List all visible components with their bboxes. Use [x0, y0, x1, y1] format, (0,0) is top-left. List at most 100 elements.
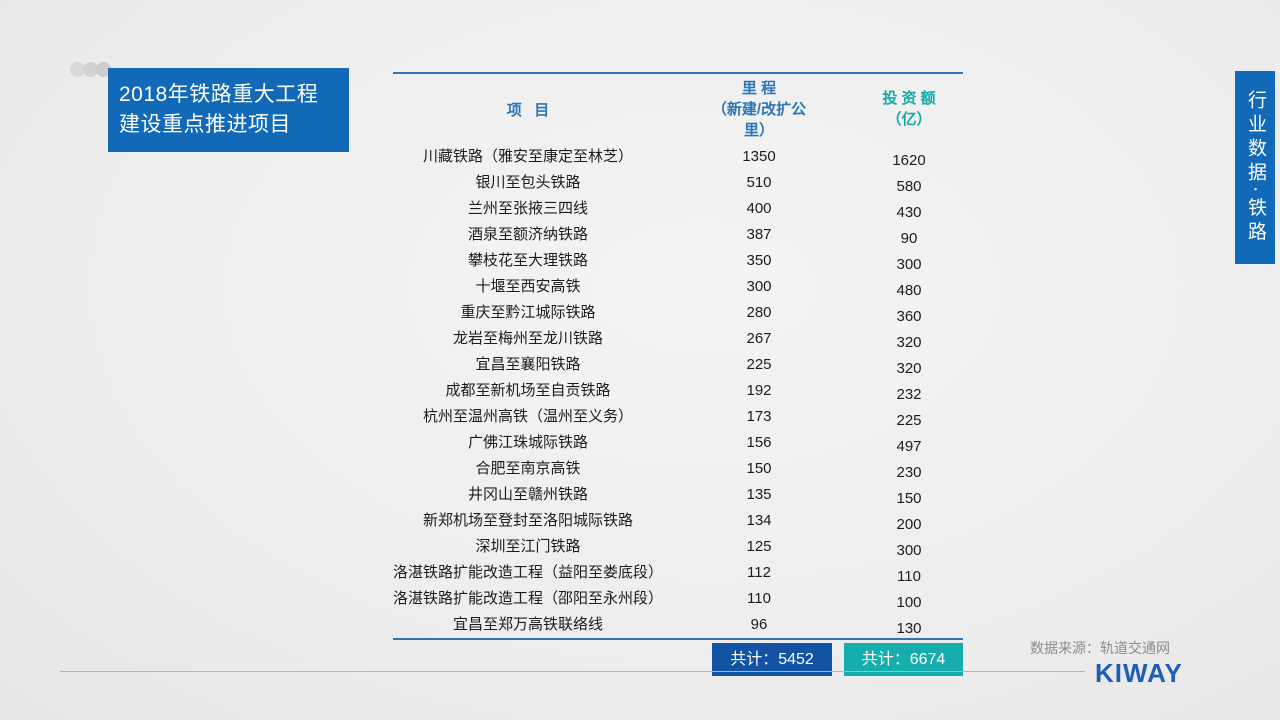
project-name: 攀枝花至大理铁路 — [467, 252, 588, 269]
investment-value: 300 — [896, 542, 922, 559]
mileage-value: 112 — [747, 564, 771, 581]
project-name: 宜昌至襄阳铁路 — [475, 356, 581, 373]
mileage-value: 150 — [746, 460, 772, 477]
mileage-value: 267 — [746, 330, 772, 347]
project-name: 十堰至西安高铁 — [475, 278, 581, 295]
data-source-note: 数据来源：轨道交通网 — [1030, 640, 1170, 656]
table-row: 重庆至黔江城际铁路 280 360 — [393, 300, 963, 326]
investment-value: 320 — [896, 360, 922, 377]
table-row: 广佛江珠城际铁路 156 497 — [393, 430, 963, 456]
investment-value: 130 — [896, 620, 922, 637]
investment-value: 320 — [896, 334, 922, 351]
table-row: 银川至包头铁路 510 580 — [393, 170, 963, 196]
mileage-value: 135 — [746, 486, 772, 503]
table-row: 洛湛铁路扩能改造工程（邵阳至永州段） 110 100 — [393, 586, 963, 612]
mileage-value: 225 — [746, 356, 772, 373]
table-row: 井冈山至赣州铁路 135 150 — [393, 482, 963, 508]
mileage-value: 156 — [746, 434, 772, 451]
projects-table: 项 目 里 程 （新建/改扩公 里） 投 资 额 （亿） 川藏铁路（雅安至康定至… — [393, 72, 963, 676]
investment-value: 480 — [896, 282, 922, 299]
table-row: 兰州至张掖三四线 400 430 — [393, 196, 963, 222]
table-top-rule — [393, 72, 963, 74]
investment-value: 300 — [896, 256, 922, 273]
investment-value: 232 — [896, 386, 922, 403]
table-row: 洛湛铁路扩能改造工程（益阳至娄底段） 112 110 — [393, 560, 963, 586]
header-mileage: 里 程 （新建/改扩公 里） — [711, 79, 807, 139]
project-name: 银川至包头铁路 — [475, 174, 581, 191]
slide-title: 2018年铁路重大工程 建设重点推进项目 — [108, 68, 349, 152]
mileage-value: 350 — [746, 252, 772, 269]
kiway-logo: KIWAY — [1095, 658, 1183, 688]
project-name: 成都至新机场至自贡铁路 — [445, 382, 611, 399]
table-row: 宜昌至襄阳铁路 225 320 — [393, 352, 963, 378]
side-tab-industry-data: 行业数据·铁路 — [1235, 71, 1275, 264]
mileage-value: 134 — [746, 512, 772, 529]
mileage-value: 387 — [746, 226, 772, 243]
dot-icon — [70, 62, 85, 77]
mileage-value: 110 — [747, 590, 771, 607]
slide-title-line1: 2018年铁路重大工程 — [119, 83, 319, 106]
table-header-row: 项 目 里 程 （新建/改扩公 里） 投 资 额 （亿） — [393, 74, 963, 144]
table-row: 宜昌至郑万高铁联络线 96 130 — [393, 612, 963, 638]
table-row: 成都至新机场至自贡铁路 192 232 — [393, 378, 963, 404]
table-row: 攀枝花至大理铁路 350 300 — [393, 248, 963, 274]
project-name: 川藏铁路（雅安至康定至林芝） — [422, 148, 633, 165]
mileage-value: 300 — [746, 278, 772, 295]
project-name: 洛湛铁路扩能改造工程（邵阳至永州段） — [393, 590, 664, 607]
mileage-value: 400 — [746, 200, 772, 217]
project-name: 洛湛铁路扩能改造工程（益阳至娄底段） — [393, 564, 664, 581]
investment-value: 200 — [896, 516, 922, 533]
investment-value: 1620 — [892, 152, 926, 169]
table-row: 川藏铁路（雅安至康定至林芝） 1350 1620 — [393, 144, 963, 170]
slide-title-line2: 建设重点推进项目 — [119, 113, 291, 136]
project-name: 广佛江珠城际铁路 — [467, 434, 588, 451]
investment-value: 360 — [896, 308, 922, 325]
mileage-value: 125 — [746, 538, 772, 555]
table-row: 深圳至江门铁路 125 300 — [393, 534, 963, 560]
project-name: 深圳至江门铁路 — [475, 538, 581, 555]
investment-value: 225 — [896, 412, 922, 429]
table-bottom-rule — [393, 638, 963, 640]
table-row: 龙岩至梅州至龙川铁路 267 320 — [393, 326, 963, 352]
investment-value: 90 — [900, 230, 918, 247]
table-row: 酒泉至额济纳铁路 387 90 — [393, 222, 963, 248]
totals-row: 共计：5452 共计：6674 — [393, 643, 963, 676]
table-row: 合肥至南京高铁 150 230 — [393, 456, 963, 482]
investment-value: 430 — [896, 204, 922, 221]
investment-value: 150 — [896, 490, 922, 507]
table-row: 新郑机场至登封至洛阳城际铁路 134 200 — [393, 508, 963, 534]
investment-value: 497 — [896, 438, 922, 455]
project-name: 合肥至南京高铁 — [475, 460, 581, 477]
mileage-value: 510 — [746, 174, 772, 191]
dot-icon — [96, 62, 111, 77]
investment-value: 110 — [897, 568, 921, 585]
header-project: 项 目 — [506, 101, 550, 119]
total-mileage-badge: 共计：5452 — [712, 643, 832, 676]
dot-icon — [83, 62, 98, 77]
project-name: 龙岩至梅州至龙川铁路 — [452, 330, 603, 347]
side-tab-label: 行业数据·铁路 — [1245, 89, 1266, 246]
project-name: 新郑机场至登封至洛阳城际铁路 — [422, 512, 633, 529]
table-body: 川藏铁路（雅安至康定至林芝） 1350 1620 银川至包头铁路 510 580 兰州至张掖… — [393, 144, 963, 638]
mileage-value: 1350 — [742, 148, 776, 165]
project-name: 重庆至黔江城际铁路 — [460, 304, 596, 321]
total-investment-badge: 共计：6674 — [844, 643, 963, 676]
table-row: 杭州至温州高铁（温州至义务） 173 225 — [393, 404, 963, 430]
project-name: 井冈山至赣州铁路 — [467, 486, 588, 503]
project-name: 酒泉至额济纳铁路 — [467, 226, 588, 243]
decorative-dots — [70, 62, 111, 77]
project-name: 杭州至温州高铁（温州至义务） — [422, 408, 633, 425]
investment-value: 580 — [896, 178, 922, 195]
mileage-value: 96 — [750, 616, 768, 633]
mileage-value: 280 — [746, 304, 772, 321]
investment-value: 230 — [896, 464, 922, 481]
project-name: 兰州至张掖三四线 — [467, 200, 588, 217]
mileage-value: 173 — [746, 408, 772, 425]
project-name: 宜昌至郑万高铁联络线 — [452, 616, 603, 633]
investment-value: 100 — [896, 594, 922, 611]
table-row: 十堰至西安高铁 300 480 — [393, 274, 963, 300]
header-investment: 投 资 额 （亿） — [882, 90, 936, 128]
mileage-value: 192 — [746, 382, 772, 399]
footer-divider — [60, 671, 1085, 672]
